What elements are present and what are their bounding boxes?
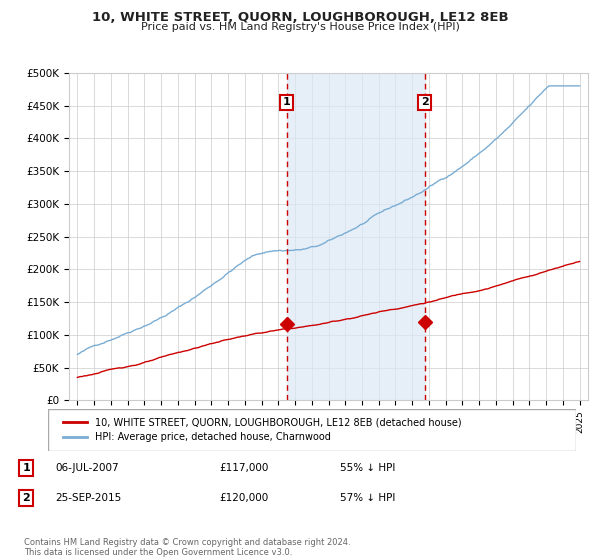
Text: Price paid vs. HM Land Registry's House Price Index (HPI): Price paid vs. HM Land Registry's House … [140, 22, 460, 32]
Text: 1: 1 [283, 97, 290, 108]
Text: 2: 2 [421, 97, 428, 108]
Text: 1: 1 [23, 463, 30, 473]
Text: 06-JUL-2007: 06-JUL-2007 [55, 463, 119, 473]
Text: 25-SEP-2015: 25-SEP-2015 [55, 493, 121, 503]
Text: £120,000: £120,000 [220, 493, 269, 503]
Text: 57% ↓ HPI: 57% ↓ HPI [340, 493, 395, 503]
Bar [287, 73, 425, 400]
Text: 2: 2 [23, 493, 30, 503]
Text: £117,000: £117,000 [220, 463, 269, 473]
Text: 55% ↓ HPI: 55% ↓ HPI [340, 463, 395, 473]
Text: Contains HM Land Registry data © Crown copyright and database right 2024.
This d: Contains HM Land Registry data © Crown c… [24, 538, 350, 557]
Legend: 10, WHITE STREET, QUORN, LOUGHBOROUGH, LE12 8EB (detached house), HPI: Average p: 10, WHITE STREET, QUORN, LOUGHBOROUGH, L… [58, 413, 467, 447]
Text: 10, WHITE STREET, QUORN, LOUGHBOROUGH, LE12 8EB: 10, WHITE STREET, QUORN, LOUGHBOROUGH, L… [92, 11, 508, 24]
